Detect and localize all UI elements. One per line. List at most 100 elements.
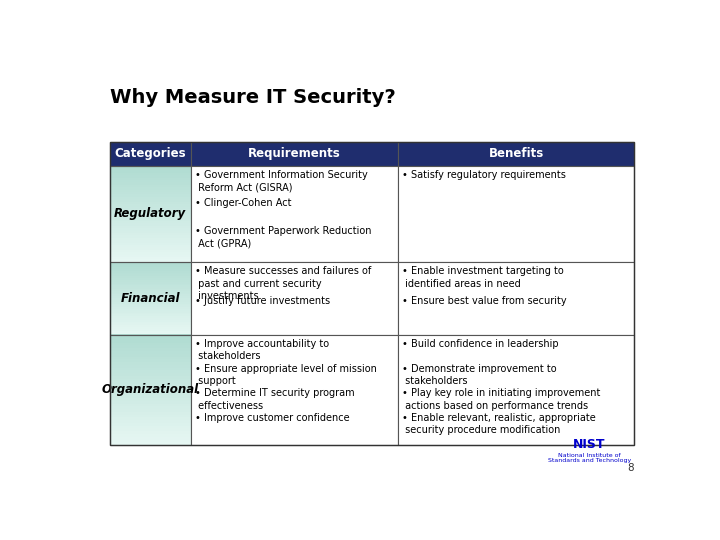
Bar [109,302,191,303]
Bar [109,231,191,233]
Bar [109,166,191,168]
Bar [109,264,191,266]
Bar [109,257,191,260]
Bar [109,180,191,183]
Bar [109,287,191,289]
Bar [398,335,634,446]
Text: • Build confidence in leadership: • Build confidence in leadership [402,339,559,349]
Bar [109,307,191,309]
Bar [109,440,191,442]
Bar [109,442,191,446]
Bar [109,216,191,219]
Bar [398,141,634,166]
Bar [109,271,191,273]
Bar [109,370,191,373]
Bar [109,250,191,252]
Bar [109,412,191,415]
Bar [109,211,191,214]
Bar [109,359,191,362]
Text: • Ensure appropriate level of mission
 support: • Ensure appropriate level of mission su… [194,363,377,386]
Text: • Demonstrate improvement to
 stakeholders: • Demonstrate improvement to stakeholder… [402,363,557,386]
Text: Categories: Categories [114,147,186,160]
Bar [109,289,191,291]
Bar [109,305,191,307]
Bar [109,245,191,247]
Bar [191,166,398,262]
Text: • Enable relevant, realistic, appropriate
 security procedure modification: • Enable relevant, realistic, appropriat… [402,413,595,435]
Bar [109,316,191,318]
Bar [109,322,191,323]
Bar [109,300,191,302]
Bar [109,221,191,224]
Bar [109,276,191,278]
Text: NIST: NIST [573,437,606,451]
Bar [109,329,191,331]
Bar [109,303,191,306]
Bar [109,197,191,199]
Text: • Enable investment targeting to
 identified areas in need: • Enable investment targeting to identif… [402,266,564,288]
Text: • Determine IT security program
 effectiveness: • Determine IT security program effectiv… [194,388,354,411]
Bar [109,204,191,207]
Bar [109,323,191,326]
Bar [109,294,191,296]
Bar [109,398,191,401]
Bar [109,240,191,243]
Bar [109,373,191,376]
Bar [109,254,191,257]
Text: • Ensure best value from security: • Ensure best value from security [402,296,567,306]
Bar [109,262,191,335]
Bar [191,335,398,446]
Bar [109,426,191,429]
Bar [109,187,191,190]
Bar [398,262,634,335]
Text: • Improve accountability to
 stakeholders: • Improve accountability to stakeholders [194,339,329,361]
Bar [109,320,191,322]
Text: 8: 8 [627,463,634,473]
Bar [109,168,191,171]
Bar [109,387,191,390]
Bar [109,368,191,370]
Bar [109,428,191,431]
Bar [109,190,191,192]
Bar [109,420,191,423]
Text: • Clinger-Cohen Act: • Clinger-Cohen Act [194,198,291,208]
Bar [109,403,191,407]
Bar [109,393,191,395]
Text: Standards and Technology: Standards and Technology [548,458,631,463]
Bar [109,183,191,185]
Bar [109,409,191,412]
Bar [109,192,191,195]
Bar [109,415,191,417]
Bar [109,242,191,245]
Bar [109,266,191,267]
Bar [109,214,191,217]
Bar [109,434,191,437]
Bar [109,379,191,382]
Bar [109,185,191,187]
Bar [109,247,191,250]
Bar [109,273,191,275]
Bar [109,284,191,286]
Bar [109,293,191,295]
Text: • Play key role in initiating improvement
 actions based on performance trends: • Play key role in initiating improvemen… [402,388,600,411]
Bar [109,356,191,360]
Bar [109,285,191,287]
Text: • Justify future investments: • Justify future investments [194,296,330,306]
Bar [109,406,191,409]
Bar [109,340,191,343]
Bar [109,334,191,338]
Bar [109,431,191,434]
Bar [109,166,191,262]
Bar [109,238,191,240]
Bar [109,423,191,426]
Text: Regulatory: Regulatory [114,207,186,220]
Bar [109,206,191,209]
Bar [109,343,191,346]
Bar [109,262,191,264]
Bar [109,395,191,398]
Bar [109,202,191,204]
Bar [109,141,191,166]
Bar [109,333,191,335]
Text: Benefits: Benefits [488,147,544,160]
Bar [109,296,191,298]
